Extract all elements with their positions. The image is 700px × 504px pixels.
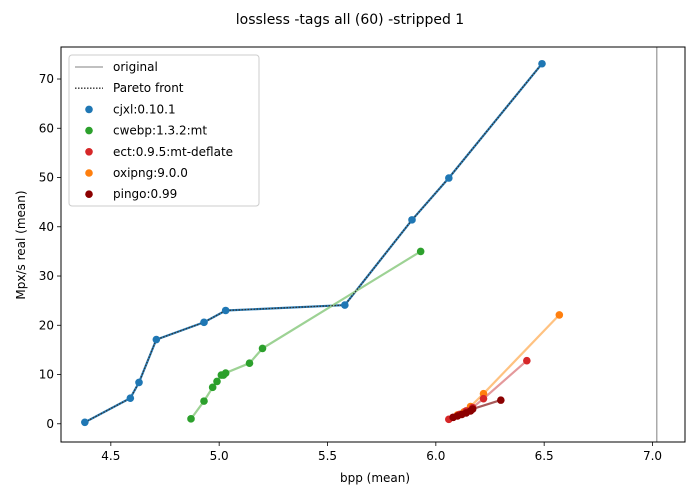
- y-tick-label: 10: [39, 368, 54, 382]
- chart-title: lossless -tags all (60) -stripped 1: [236, 12, 464, 28]
- data-point-cwebp-1-3-2-mt: [187, 415, 195, 423]
- legend-pareto-label: Pareto front: [113, 81, 184, 95]
- data-point-cwebp-1-3-2-mt: [208, 383, 217, 392]
- data-point-cjxl-0-10-1: [126, 394, 135, 402]
- plot-area: [81, 47, 658, 442]
- legend-label-cjxl-0-10-1: cjxl:0.10.1: [113, 102, 176, 116]
- y-tick-label: 20: [39, 318, 54, 332]
- y-tick-label: 40: [39, 220, 54, 234]
- data-point-cjxl-0-10-1: [445, 174, 453, 182]
- legend-marker-oxipng-9-0-0: [85, 169, 93, 177]
- data-point-cjxl-0-10-1: [200, 318, 208, 327]
- data-point-cjxl-0-10-1: [221, 306, 230, 315]
- legend-marker-pingo-0-99: [85, 190, 93, 198]
- x-tick-label: 5.0: [210, 449, 229, 463]
- data-point-cjxl-0-10-1: [538, 59, 546, 68]
- axes-frame: [60, 46, 686, 443]
- x-tick-label: 7.0: [643, 449, 662, 463]
- legend-box: [68, 54, 260, 207]
- data-point-cwebp-1-3-2-mt: [416, 247, 425, 256]
- data-point-cwebp-1-3-2-mt: [258, 344, 267, 353]
- series-line-cwebp-1-3-2-mt: [190, 250, 422, 420]
- data-point-cwebp-1-3-2-mt: [213, 377, 221, 386]
- y-tick-label: 60: [39, 121, 54, 135]
- data-point-cjxl-0-10-1: [408, 216, 416, 224]
- pareto-front-line: [84, 63, 543, 423]
- data-point-oxipng-9-0-0: [555, 311, 564, 319]
- axes: 4.5 5.0 5.5 6.0 6.5 7.0 0 10 20 30 40 50 60 70: [39, 46, 686, 463]
- legend-label-ect-0-9-5-mt-deflate: ect:0.9.5:mt-deflate: [113, 145, 233, 159]
- series-line-oxipng-9-0-0: [457, 314, 561, 416]
- data-point-cwebp-1-3-2-mt: [200, 397, 208, 405]
- data-point-cjxl-0-10-1: [81, 418, 89, 427]
- data-point-ect-0-9-5-mt-deflate: [523, 356, 531, 365]
- x-tick-label: 5.5: [318, 449, 337, 463]
- y-axis-label: Mpx/s real (mean): [14, 190, 28, 299]
- data-point-pingo-0-99: [497, 396, 505, 404]
- legend-label-oxipng-9-0-0: oxipng:9.0.0: [113, 166, 188, 180]
- legend-label-cwebp-1-3-2-mt: cwebp:1.3.2:mt: [113, 124, 207, 138]
- data-point-ect-0-9-5-mt-deflate: [479, 394, 488, 403]
- data-point-cwebp-1-3-2-mt: [245, 359, 254, 367]
- legend-marker-ect-0-9-5-mt-deflate: [85, 148, 93, 156]
- legend: original Pareto front cjxl:0.10.1 cwebp:1.3…: [68, 54, 260, 207]
- legend-original-label: original: [113, 60, 158, 74]
- data-point-pingo-0-99: [468, 405, 477, 413]
- legend-marker-cjxl-0-10-1: [85, 105, 93, 114]
- data-point-cwebp-1-3-2-mt: [221, 369, 230, 377]
- x-tick-label: 6.5: [535, 449, 554, 463]
- x-axis-label: bpp (mean): [340, 471, 410, 485]
- y-tick-label: 30: [39, 269, 54, 283]
- x-tick-label: 4.5: [101, 449, 120, 463]
- data-point-cjxl-0-10-1: [135, 378, 143, 387]
- y-tick-label: 0: [46, 417, 54, 431]
- data-point-cjxl-0-10-1: [341, 301, 349, 309]
- x-tick-label: 6.0: [426, 449, 445, 463]
- data-point-cjxl-0-10-1: [152, 335, 161, 344]
- y-tick-label: 70: [39, 72, 54, 86]
- legend-marker-cwebp-1-3-2-mt: [85, 126, 93, 135]
- y-tick-label: 50: [39, 171, 54, 185]
- legend-label-pingo-0-99: pingo:0.99: [113, 187, 177, 201]
